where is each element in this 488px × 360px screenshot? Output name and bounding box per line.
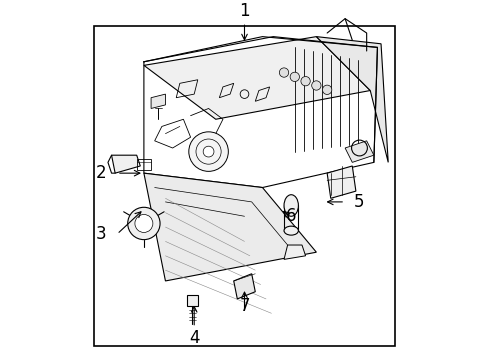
Polygon shape bbox=[316, 37, 387, 162]
Polygon shape bbox=[111, 155, 140, 173]
Text: 7: 7 bbox=[239, 297, 249, 315]
Circle shape bbox=[289, 72, 299, 81]
Text: 2: 2 bbox=[95, 164, 106, 182]
Polygon shape bbox=[284, 245, 305, 260]
Polygon shape bbox=[345, 141, 373, 162]
Polygon shape bbox=[151, 94, 165, 108]
Text: 3: 3 bbox=[95, 225, 106, 243]
Text: 4: 4 bbox=[188, 329, 199, 347]
Circle shape bbox=[300, 76, 309, 86]
Polygon shape bbox=[143, 37, 369, 119]
Circle shape bbox=[188, 132, 228, 171]
Circle shape bbox=[322, 85, 331, 94]
Circle shape bbox=[203, 146, 214, 157]
Circle shape bbox=[127, 207, 160, 240]
Polygon shape bbox=[326, 166, 355, 198]
Bar bbox=[93, 26, 395, 346]
Circle shape bbox=[279, 68, 288, 77]
Text: 1: 1 bbox=[239, 3, 249, 21]
Ellipse shape bbox=[284, 195, 298, 216]
Circle shape bbox=[311, 81, 321, 90]
Circle shape bbox=[135, 215, 153, 233]
Polygon shape bbox=[186, 295, 197, 306]
Text: 5: 5 bbox=[353, 193, 364, 211]
Text: 6: 6 bbox=[285, 207, 296, 225]
Polygon shape bbox=[233, 274, 255, 299]
Polygon shape bbox=[143, 173, 316, 281]
Ellipse shape bbox=[284, 226, 298, 235]
